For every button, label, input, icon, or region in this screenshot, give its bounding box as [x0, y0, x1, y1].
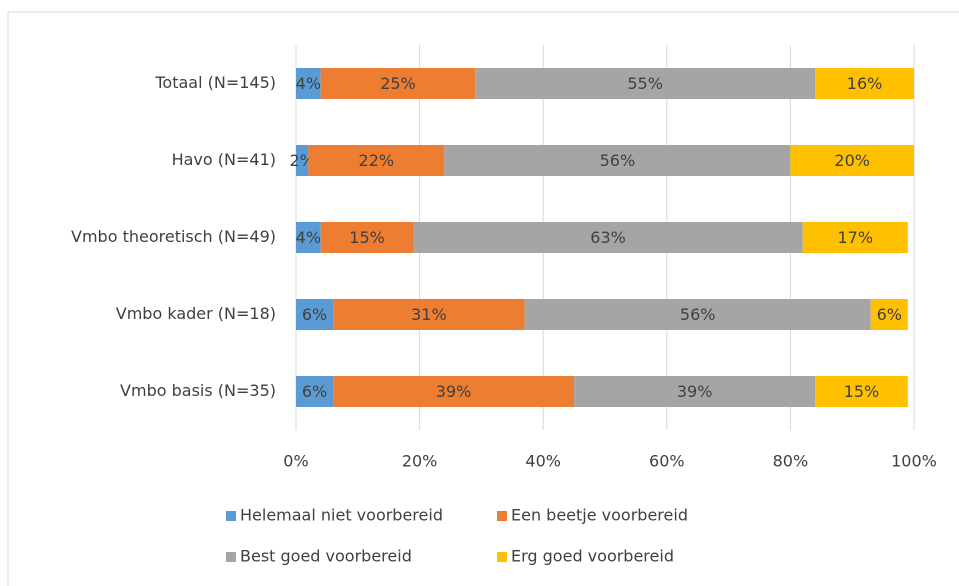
bar-segment	[815, 376, 908, 407]
bar-segment	[574, 376, 816, 407]
legend-label: Erg goed voorbereid	[511, 547, 674, 566]
data-label: 39%	[677, 382, 713, 401]
data-label: 63%	[590, 228, 626, 247]
legend-swatch	[497, 511, 507, 521]
bar-segment	[333, 376, 575, 407]
y-tick-label: Vmbo theoretisch (N=49)	[71, 227, 276, 246]
legend-label: Een beetje voorbereid	[511, 506, 688, 525]
bar-segment	[790, 145, 914, 176]
x-tick-label: 80%	[773, 452, 809, 471]
data-label: 6%	[302, 305, 327, 324]
data-label: 56%	[600, 151, 636, 170]
bar-segment	[296, 68, 321, 99]
data-label: 20%	[834, 151, 870, 170]
y-tick-label: Havo (N=41)	[172, 150, 276, 169]
legend-swatch	[226, 511, 236, 521]
bar-segment	[475, 68, 816, 99]
bar-segment	[296, 222, 321, 253]
data-label: 56%	[680, 305, 716, 324]
bar-segment	[320, 222, 414, 253]
data-label: 16%	[847, 74, 883, 93]
bar-segment	[308, 145, 445, 176]
legend-swatch	[497, 552, 507, 562]
bar-segment	[296, 376, 334, 407]
data-label: 55%	[627, 74, 663, 93]
bar-segment	[802, 222, 908, 253]
data-label: 17%	[838, 228, 874, 247]
legend-label: Helemaal niet voorbereid	[240, 506, 443, 525]
data-label: 22%	[359, 151, 395, 170]
bar-segment	[524, 299, 871, 330]
data-label: 25%	[380, 74, 416, 93]
legend-label: Best goed voorbereid	[240, 547, 412, 566]
data-label: 15%	[844, 382, 880, 401]
y-tick-label: Vmbo basis (N=35)	[120, 381, 276, 400]
x-tick-label: 20%	[402, 452, 438, 471]
y-tick-label: Totaal (N=145)	[154, 73, 276, 92]
x-tick-label: 40%	[525, 452, 561, 471]
bar-segment	[413, 222, 803, 253]
x-tick-label: 0%	[283, 452, 308, 471]
data-label: 15%	[349, 228, 385, 247]
data-label: 39%	[436, 382, 472, 401]
bar-segment	[296, 145, 309, 176]
x-tick-label: 60%	[649, 452, 685, 471]
bar-segment	[296, 299, 334, 330]
data-label: 4%	[296, 74, 321, 93]
x-tick-label: 100%	[891, 452, 937, 471]
data-label: 6%	[302, 382, 327, 401]
legend-swatch	[226, 552, 236, 562]
bar-segment	[444, 145, 791, 176]
data-label: 4%	[296, 228, 321, 247]
bar-segment	[333, 299, 525, 330]
bar-segment	[320, 68, 476, 99]
data-label: 6%	[877, 305, 902, 324]
bar-segment	[870, 299, 908, 330]
data-label: 31%	[411, 305, 447, 324]
bar-segment	[815, 68, 914, 99]
y-tick-label: Vmbo kader (N=18)	[116, 304, 276, 323]
